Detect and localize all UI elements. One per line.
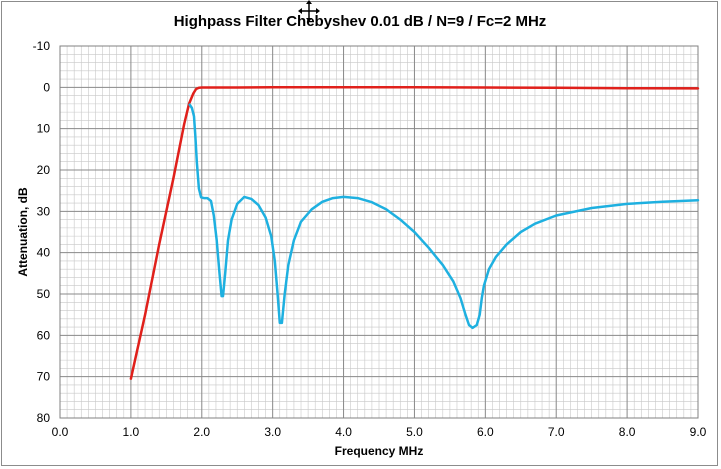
x-tick-label: 8.0	[619, 425, 636, 439]
x-tick-label: 9.0	[690, 425, 707, 439]
x-tick-label: 5.0	[406, 425, 423, 439]
x-axis-ticks: 0.0 1.0 2.0 3.0 4.0 5.0 6.0 7.0 8.0 9.0	[52, 425, 707, 439]
x-tick-label: 0.0	[52, 425, 69, 439]
x-tick-label: 1.0	[123, 425, 140, 439]
y-axis-label: Attenuation, dB	[16, 187, 30, 277]
series-line-2	[188, 103, 700, 330]
x-tick-label: 6.0	[477, 425, 494, 439]
series-line-1	[129, 86, 700, 380]
y-tick-label: 0	[43, 80, 50, 94]
chart-title: Highpass Filter Chebyshev 0.01 dB / N=9 …	[174, 13, 547, 30]
y-axis-ticks: -10 0 10 20 30 40 50 60 70 80	[33, 39, 51, 425]
y-tick-label: 70	[37, 370, 51, 384]
y-tick-label: -10	[33, 39, 51, 53]
x-tick-label: 7.0	[548, 425, 565, 439]
plot-border	[59, 45, 699, 419]
x-tick-label: 4.0	[335, 425, 352, 439]
x-tick-label: 2.0	[193, 425, 210, 439]
y-tick-label: 40	[37, 246, 51, 260]
x-axis-label: Frequency MHz	[335, 444, 424, 458]
move-cursor-icon	[298, 0, 320, 22]
y-tick-label: 60	[37, 328, 51, 342]
y-tick-label: 20	[37, 163, 51, 177]
y-tick-label: 30	[37, 204, 51, 218]
x-tick-label: 3.0	[264, 425, 281, 439]
y-tick-label: 80	[37, 411, 51, 425]
series-layer	[129, 86, 700, 380]
y-tick-label: 10	[37, 122, 51, 136]
y-tick-label: 50	[37, 287, 51, 301]
